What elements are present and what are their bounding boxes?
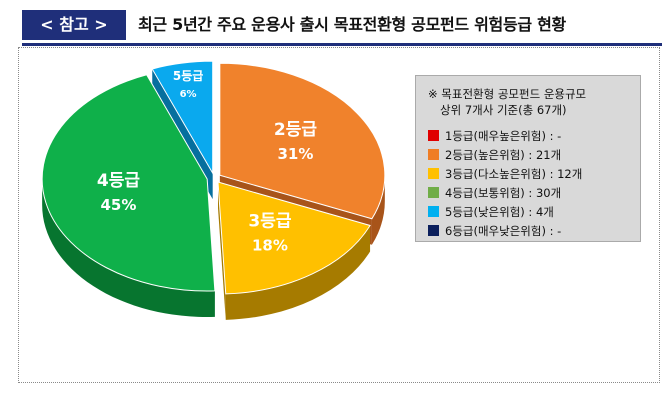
legend-swatch [428, 225, 439, 236]
legend-note: ※ 목표전환형 공모펀드 운용규모 상위 7개사 기준(총 67개) [428, 86, 630, 118]
legend-item-grade5: 5등급(낮은위험) : 4개 [428, 202, 630, 221]
legend-item-grade2: 2등급(높은위험) : 21개 [428, 145, 630, 164]
legend-label: 6등급(매우낮은위험) : - [445, 223, 562, 238]
legend-label: 2등급(높은위험) : 21개 [445, 147, 562, 162]
legend-swatch [428, 130, 439, 141]
pie-slice-4등급 [41, 74, 216, 292]
reference-tag: < 참고 > [22, 10, 126, 40]
slice-percent-2등급: 31% [277, 145, 313, 163]
pie-slice-3등급 [217, 181, 371, 295]
legend-note-line1: ※ 목표전환형 공모펀드 운용규모 [428, 87, 587, 101]
slice-label-2등급: 2등급 [274, 120, 317, 140]
legend-label: 4등급(보통위험) : 30개 [445, 185, 562, 200]
pie-slice-5등급 [151, 60, 214, 176]
pie-labels: 2등급 31% 3등급 18% 4등급 45% 5등급 6% [97, 69, 317, 254]
slice-label-3등급: 3등급 [248, 212, 291, 232]
header-divider [22, 43, 662, 46]
legend-swatch [428, 168, 439, 179]
pie-side-2등급 [371, 175, 385, 245]
legend-label: 1등급(매우높은위험) : - [445, 128, 562, 143]
legend-item-grade3: 3등급(다소높은위험) : 12개 [428, 164, 630, 183]
slice-label-5등급: 5등급 [173, 69, 203, 83]
page-header: < 참고 > 최근 5년간 주요 운용사 출시 목표전환형 공모펀드 위험등급 … [22, 10, 662, 46]
pie-side-3등급 [225, 225, 371, 320]
legend: ※ 목표전환형 공모펀드 운용규모 상위 7개사 기준(총 67개) 1등급(매… [415, 75, 641, 242]
legend-note-line2: 상위 7개사 기준(총 67개) [440, 103, 567, 117]
slice-percent-4등급: 45% [100, 196, 136, 214]
legend-item-grade4: 4등급(보통위험) : 30개 [428, 183, 630, 202]
pie-chart: 2등급 31% 3등급 18% 4등급 45% 5등급 6% [41, 60, 386, 320]
chart-container: 2등급 31% 3등급 18% 4등급 45% 5등급 6% ※ 목표전환형 공모펀드 운용규… [18, 47, 660, 383]
legend-item-grade6: 6등급(매우낮은위험) : - [428, 221, 630, 240]
legend-label: 5등급(낮은위험) : 4개 [445, 204, 554, 219]
pie-slice-2등급 [219, 62, 386, 220]
legend-item-grade1: 1등급(매우높은위험) : - [428, 126, 630, 145]
pie-tops [41, 60, 386, 295]
legend-swatch [428, 149, 439, 160]
legend-swatch [428, 187, 439, 198]
slice-label-4등급: 4등급 [97, 171, 140, 191]
legend-swatch [428, 206, 439, 217]
slice-percent-3등급: 18% [252, 237, 288, 255]
slice-percent-5등급: 6% [180, 89, 197, 100]
legend-label: 3등급(다소높은위험) : 12개 [445, 166, 583, 181]
page-title: 최근 5년간 주요 운용사 출시 목표전환형 공모펀드 위험등급 현황 [138, 15, 566, 34]
